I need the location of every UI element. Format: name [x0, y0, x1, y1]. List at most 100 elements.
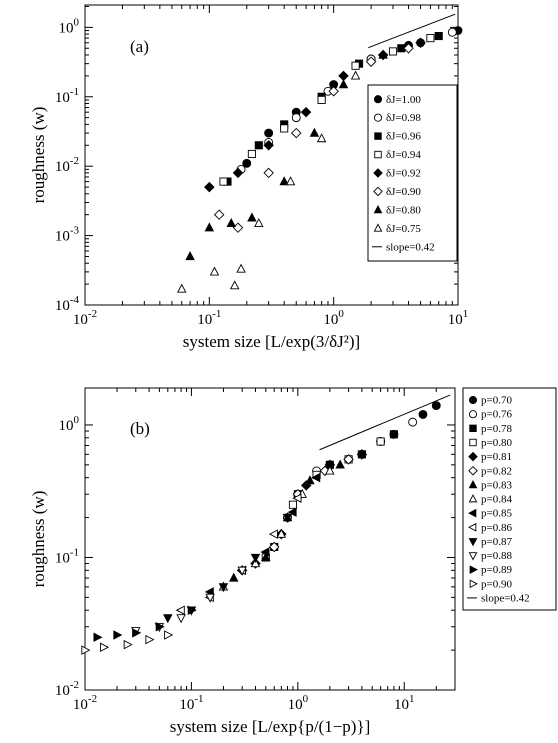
point — [260, 547, 270, 557]
point — [403, 43, 414, 54]
point — [229, 572, 239, 582]
point — [338, 79, 349, 89]
point — [285, 176, 296, 186]
legend-label: δJ=0.96 — [386, 131, 421, 143]
point — [311, 472, 321, 483]
point — [309, 127, 320, 137]
point — [263, 167, 274, 179]
tick-base: 10 — [55, 298, 70, 314]
legend-label: p=0.85 — [481, 508, 512, 520]
point — [226, 218, 236, 228]
legend-label: δJ=1.00 — [386, 94, 421, 106]
legend-marker — [468, 552, 478, 561]
point — [250, 553, 261, 563]
point — [177, 283, 187, 293]
point — [187, 605, 197, 615]
point — [300, 106, 312, 118]
tick-base: 10 — [323, 312, 338, 328]
point — [232, 222, 244, 233]
point — [247, 212, 257, 222]
tick-label: 10-1 — [55, 85, 79, 106]
tick-exponent: -2 — [88, 693, 97, 705]
point — [254, 218, 264, 228]
tick-base: 10 — [55, 229, 70, 245]
point — [268, 541, 280, 553]
tick-exponent: 0 — [303, 693, 309, 705]
legend-label: p=0.78 — [481, 423, 512, 435]
legend-label: p=0.87 — [481, 536, 512, 548]
legend-marker — [374, 150, 382, 159]
tick-base: 10 — [55, 551, 70, 567]
tick-label: 101 — [448, 308, 469, 329]
point — [93, 632, 103, 643]
point — [100, 642, 110, 653]
plot-frame — [84, 4, 459, 306]
point — [434, 31, 443, 41]
point — [282, 513, 293, 523]
legend-marker — [373, 223, 383, 232]
legend-marker — [373, 168, 383, 178]
slope-line — [368, 13, 456, 49]
point — [81, 645, 91, 655]
point — [292, 493, 302, 503]
tick-label: 101 — [394, 693, 415, 714]
point — [218, 583, 229, 593]
point — [163, 614, 173, 624]
point — [356, 449, 368, 460]
legend-label: p=0.89 — [481, 564, 512, 576]
legend-marker — [468, 410, 478, 419]
legend-label: δJ=0.92 — [386, 168, 421, 180]
point — [350, 70, 361, 80]
point — [288, 500, 298, 509]
point — [316, 133, 327, 143]
tick-label: 10-1 — [197, 308, 221, 329]
point — [431, 401, 441, 411]
tick-exponent: 1 — [409, 693, 415, 705]
point — [204, 181, 215, 193]
legend-label: p=0.86 — [481, 522, 512, 534]
tick-exponent: -1 — [194, 693, 203, 705]
legend-marker — [373, 186, 383, 197]
point — [219, 177, 228, 186]
point — [343, 454, 354, 465]
point — [123, 639, 133, 650]
point — [205, 593, 215, 603]
tick-exponent: 1 — [463, 308, 469, 320]
point — [209, 266, 220, 276]
tick-label: 10-1 — [179, 693, 203, 714]
legend-label: p=0.83 — [481, 479, 512, 491]
legend-marker — [468, 451, 478, 462]
point — [236, 263, 246, 273]
legend-label: p=0.88 — [481, 550, 512, 562]
tick-label: 10-4 — [55, 294, 80, 315]
point — [279, 176, 289, 186]
tick-label: 100 — [323, 308, 344, 329]
point — [365, 56, 377, 67]
point — [261, 552, 271, 562]
legend-marker — [469, 579, 478, 589]
legend-marker — [373, 204, 383, 214]
point — [204, 222, 215, 232]
tick-exponent: -2 — [88, 308, 97, 320]
tick-label: 10-2 — [55, 155, 79, 176]
tick-label: 100 — [59, 16, 80, 37]
legend-marker — [469, 424, 477, 433]
point — [325, 465, 335, 475]
point — [229, 280, 240, 290]
tick-exponent: 0 — [338, 308, 344, 320]
point — [447, 27, 457, 37]
tick-base: 10 — [59, 21, 74, 37]
point — [317, 95, 326, 104]
legend-marker — [468, 508, 477, 518]
slope-line — [319, 394, 451, 451]
plot-frame — [84, 387, 456, 691]
tick-exponent: -1 — [212, 308, 221, 320]
point — [415, 37, 426, 48]
legend-marker — [468, 396, 478, 405]
tick-exponent: -3 — [70, 224, 80, 236]
tick-label: 100 — [59, 413, 80, 434]
legend-label: p=0.82 — [481, 465, 512, 477]
tick-label: 10-2 — [73, 308, 97, 329]
point — [113, 630, 123, 640]
